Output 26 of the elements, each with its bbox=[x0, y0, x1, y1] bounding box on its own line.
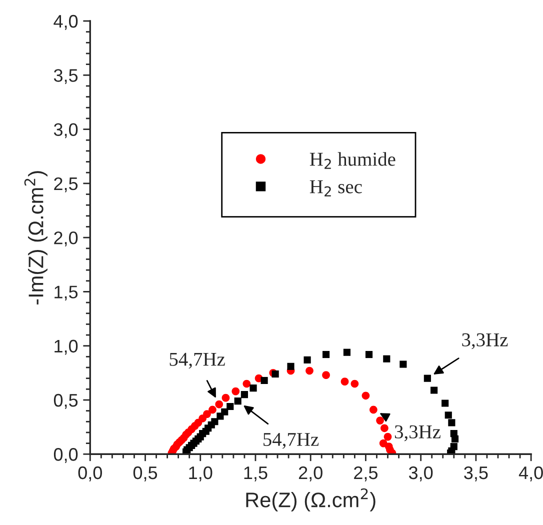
x-axis-title: Re(Z) (Ω.cm$^{2}$) bbox=[246, 488, 376, 512]
legend-label: H$_{2}$ sec bbox=[310, 180, 362, 196]
y-tick-label: 4,0 bbox=[54, 14, 78, 30]
annotation: 54,7Hz bbox=[264, 433, 319, 449]
y-tick-label: 2,0 bbox=[54, 231, 78, 246]
y-tick-label: 1,0 bbox=[54, 340, 78, 355]
annotation: 3,3Hz bbox=[462, 333, 508, 350]
x-tick-label: 1,0 bbox=[189, 466, 212, 482]
y-tick-label: 2,5 bbox=[54, 177, 78, 192]
x-tick-label: 0,0 bbox=[78, 466, 102, 482]
y-tick-label: 3,5 bbox=[54, 69, 78, 84]
x-tick-label: 3,5 bbox=[464, 466, 488, 482]
legend-label: H$_{2}$ humide bbox=[310, 152, 396, 169]
x-tick-label: 2,0 bbox=[298, 466, 322, 482]
y-tick-label: 3,0 bbox=[54, 123, 78, 138]
y-axis-title: -Im(Z) (Ω.cm$^{2}$) bbox=[24, 171, 48, 304]
x-tick-label: 1,5 bbox=[244, 466, 268, 482]
annotation: 3,3Hz bbox=[394, 425, 440, 442]
y-tick-label: 1,5 bbox=[54, 286, 78, 301]
y-tick-label: 0,5 bbox=[54, 394, 78, 409]
annotation: 54,7Hz bbox=[170, 352, 225, 369]
x-tick-label: 2,5 bbox=[354, 466, 378, 482]
x-tick-label: 0,5 bbox=[133, 466, 158, 482]
x-tick-label: 4,0 bbox=[518, 466, 543, 482]
y-tick-label: 0,0 bbox=[54, 448, 78, 463]
x-tick-label: 3,0 bbox=[408, 466, 433, 482]
